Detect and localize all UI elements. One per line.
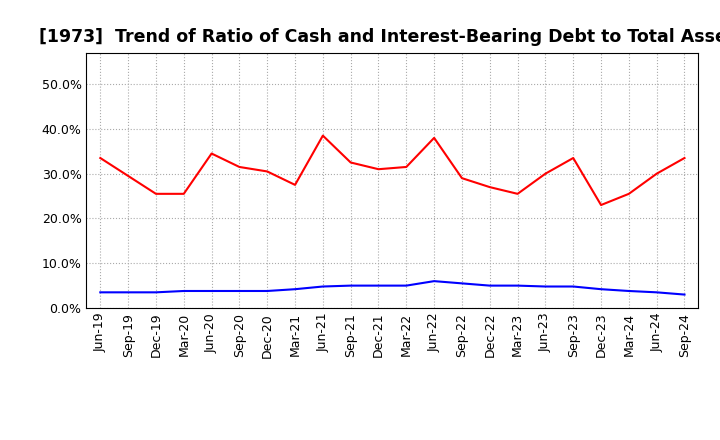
Interest-Bearing Debt (624, 288, 633, 293)
Cash (207, 151, 216, 156)
Cash (374, 167, 383, 172)
Cash (458, 176, 467, 181)
Interest-Bearing Debt (124, 290, 132, 295)
Cash (680, 155, 689, 161)
Interest-Bearing Debt (235, 288, 243, 293)
Interest-Bearing Debt (179, 288, 188, 293)
Cash (291, 182, 300, 187)
Interest-Bearing Debt (374, 283, 383, 288)
Line: Cash: Cash (100, 136, 685, 205)
Cash (96, 155, 104, 161)
Cash (624, 191, 633, 197)
Interest-Bearing Debt (152, 290, 161, 295)
Interest-Bearing Debt (652, 290, 661, 295)
Interest-Bearing Debt (402, 283, 410, 288)
Cash (263, 169, 271, 174)
Title: [1973]  Trend of Ratio of Cash and Interest-Bearing Debt to Total Assets: [1973] Trend of Ratio of Cash and Intere… (39, 28, 720, 46)
Interest-Bearing Debt (346, 283, 355, 288)
Interest-Bearing Debt (96, 290, 104, 295)
Cash (597, 202, 606, 208)
Interest-Bearing Debt (291, 286, 300, 292)
Cash (569, 155, 577, 161)
Cash (152, 191, 161, 197)
Line: Interest-Bearing Debt: Interest-Bearing Debt (100, 281, 685, 294)
Cash (402, 164, 410, 169)
Cash (430, 135, 438, 140)
Interest-Bearing Debt (513, 283, 522, 288)
Cash (485, 184, 494, 190)
Cash (235, 164, 243, 169)
Cash (124, 173, 132, 179)
Cash (652, 171, 661, 176)
Cash (318, 133, 327, 138)
Interest-Bearing Debt (263, 288, 271, 293)
Interest-Bearing Debt (485, 283, 494, 288)
Cash (346, 160, 355, 165)
Cash (541, 171, 550, 176)
Interest-Bearing Debt (207, 288, 216, 293)
Cash (179, 191, 188, 197)
Interest-Bearing Debt (458, 281, 467, 286)
Interest-Bearing Debt (430, 279, 438, 284)
Interest-Bearing Debt (541, 284, 550, 289)
Cash (513, 191, 522, 197)
Interest-Bearing Debt (680, 292, 689, 297)
Interest-Bearing Debt (597, 286, 606, 292)
Interest-Bearing Debt (318, 284, 327, 289)
Interest-Bearing Debt (569, 284, 577, 289)
